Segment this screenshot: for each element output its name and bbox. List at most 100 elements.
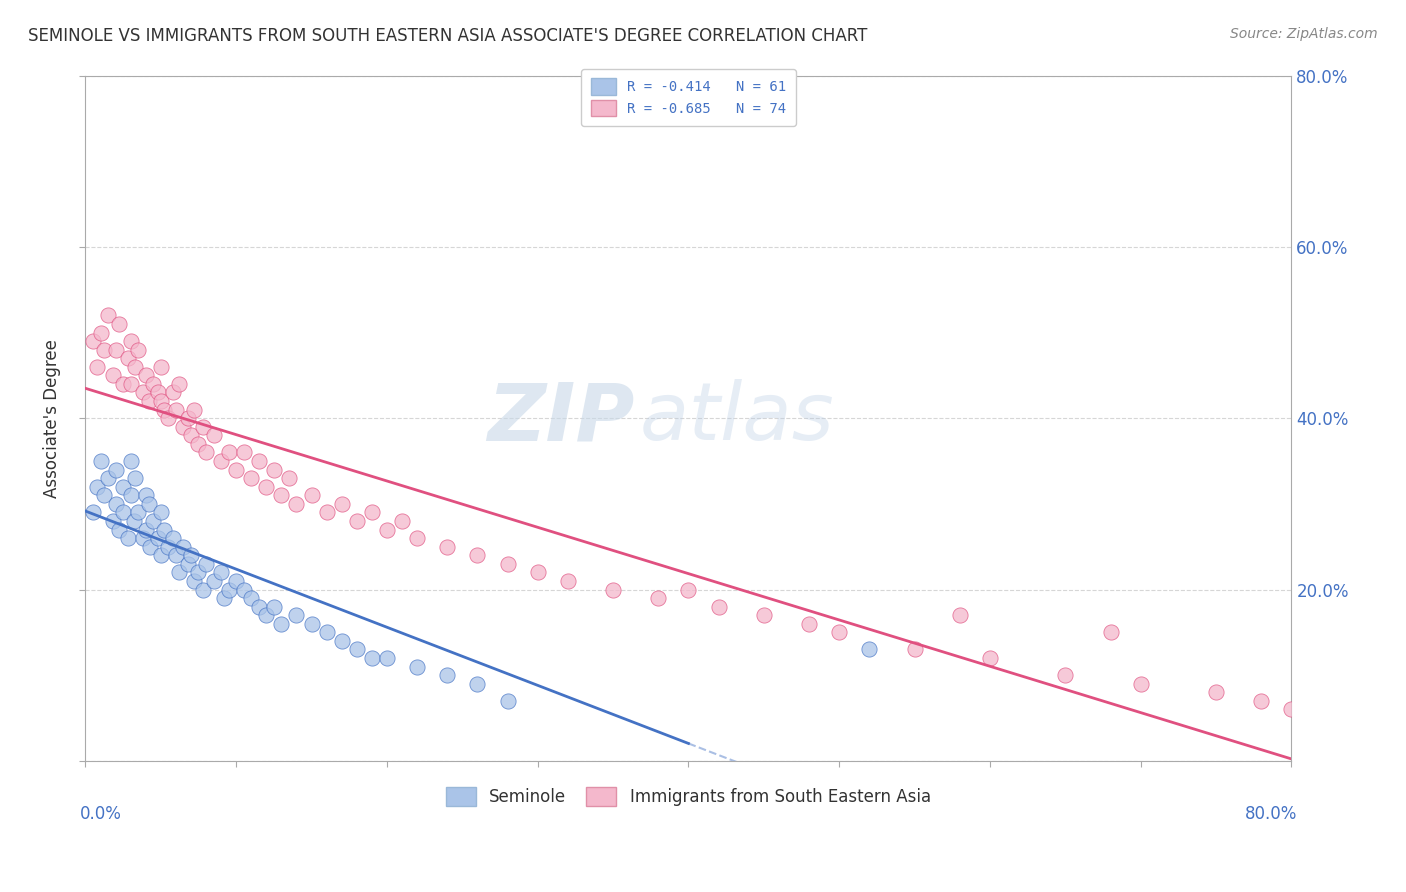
- Point: [225, 574, 247, 588]
- Point: [97, 309, 120, 323]
- Point: [360, 651, 382, 665]
- Point: [165, 402, 187, 417]
- Point: [180, 428, 202, 442]
- Text: 0.0%: 0.0%: [79, 805, 121, 823]
- Point: [107, 523, 129, 537]
- Point: [406, 531, 429, 545]
- Point: [467, 677, 489, 691]
- Point: [1054, 668, 1077, 682]
- Point: [254, 608, 277, 623]
- Point: [142, 514, 165, 528]
- Point: [82, 334, 104, 348]
- Point: [124, 471, 146, 485]
- Point: [157, 540, 180, 554]
- Point: [112, 480, 135, 494]
- Point: [285, 497, 308, 511]
- Point: [120, 334, 142, 348]
- Point: [89, 454, 111, 468]
- Point: [315, 625, 337, 640]
- Point: [146, 531, 169, 545]
- Point: [167, 566, 190, 580]
- Point: [270, 616, 292, 631]
- Point: [496, 557, 519, 571]
- Point: [132, 531, 155, 545]
- Point: [254, 480, 277, 494]
- Point: [375, 651, 398, 665]
- Point: [240, 471, 263, 485]
- Point: [330, 634, 353, 648]
- Point: [301, 488, 323, 502]
- Point: [117, 351, 139, 366]
- Point: [375, 523, 398, 537]
- Point: [647, 591, 669, 605]
- Point: [120, 376, 142, 391]
- Point: [391, 514, 413, 528]
- Point: [225, 462, 247, 476]
- Point: [1099, 625, 1122, 640]
- Point: [1129, 677, 1152, 691]
- Point: [153, 402, 176, 417]
- Point: [247, 599, 270, 614]
- Point: [526, 566, 548, 580]
- Point: [138, 497, 160, 511]
- Point: [232, 582, 254, 597]
- Point: [93, 343, 115, 357]
- Point: [218, 445, 240, 459]
- Point: [278, 471, 301, 485]
- Point: [82, 505, 104, 519]
- Text: 80.0%: 80.0%: [1246, 805, 1298, 823]
- Point: [93, 488, 115, 502]
- Point: [120, 454, 142, 468]
- Point: [436, 540, 458, 554]
- Point: [101, 368, 124, 383]
- Y-axis label: Associate's Degree: Associate's Degree: [44, 339, 60, 498]
- Point: [209, 454, 232, 468]
- Point: [858, 642, 880, 657]
- Point: [949, 608, 972, 623]
- Point: [752, 608, 775, 623]
- Point: [132, 385, 155, 400]
- Point: [360, 505, 382, 519]
- Point: [270, 488, 292, 502]
- Point: [187, 437, 209, 451]
- Point: [209, 566, 232, 580]
- Point: [89, 326, 111, 340]
- Point: [97, 471, 120, 485]
- Point: [162, 531, 184, 545]
- Point: [86, 359, 108, 374]
- Point: [177, 557, 200, 571]
- Point: [117, 531, 139, 545]
- Point: [1281, 702, 1303, 716]
- Point: [496, 694, 519, 708]
- Point: [172, 540, 194, 554]
- Point: [138, 394, 160, 409]
- Point: [139, 540, 162, 554]
- Point: [330, 497, 353, 511]
- Point: [195, 557, 218, 571]
- Point: [979, 651, 1001, 665]
- Point: [903, 642, 925, 657]
- Point: [101, 514, 124, 528]
- Point: [146, 385, 169, 400]
- Point: [263, 462, 285, 476]
- Point: [301, 616, 323, 631]
- Point: [104, 497, 127, 511]
- Point: [180, 548, 202, 562]
- Point: [135, 523, 157, 537]
- Point: [127, 505, 149, 519]
- Point: [406, 659, 429, 673]
- Point: [153, 523, 176, 537]
- Point: [124, 359, 146, 374]
- Point: [240, 591, 263, 605]
- Point: [149, 548, 172, 562]
- Point: [86, 480, 108, 494]
- Point: [177, 411, 200, 425]
- Point: [828, 625, 851, 640]
- Point: [112, 505, 135, 519]
- Text: SEMINOLE VS IMMIGRANTS FROM SOUTH EASTERN ASIA ASSOCIATE'S DEGREE CORRELATION CH: SEMINOLE VS IMMIGRANTS FROM SOUTH EASTER…: [28, 27, 868, 45]
- Point: [165, 548, 187, 562]
- Point: [172, 419, 194, 434]
- Point: [557, 574, 579, 588]
- Point: [346, 642, 368, 657]
- Point: [183, 574, 205, 588]
